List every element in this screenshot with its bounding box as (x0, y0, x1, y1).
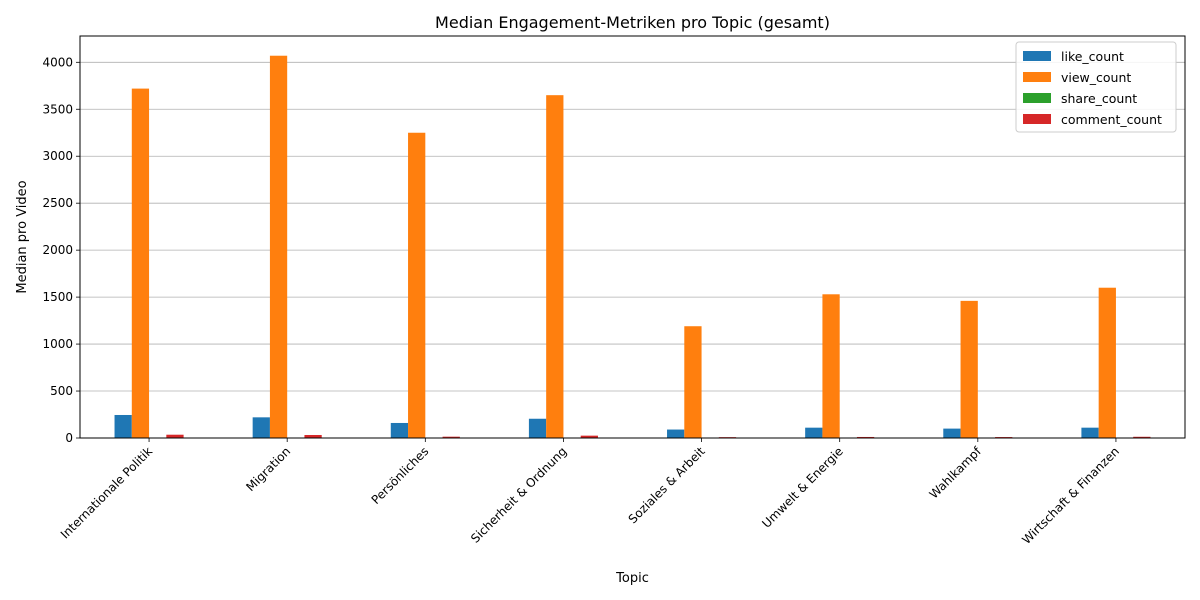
legend-swatch-share_count (1023, 93, 1051, 103)
y-tick-label: 3000 (42, 149, 73, 163)
bar-like_count (805, 427, 823, 438)
legend-swatch-like_count (1023, 51, 1051, 61)
bar-view_count (408, 132, 426, 439)
legend-label-comment_count: comment_count (1061, 112, 1162, 127)
bar-view_count (822, 294, 840, 438)
bar-view_count (960, 300, 978, 438)
bar-comment_count (166, 434, 184, 438)
y-tick-label: 4000 (42, 55, 73, 69)
bar-view_count (269, 55, 288, 438)
y-tick-label: 500 (50, 384, 73, 398)
x-tick-label: Sicherheit & Ordnung (468, 444, 569, 545)
legend-swatch-comment_count (1023, 114, 1051, 124)
x-tick-label: Soziales & Arbeit (626, 444, 708, 526)
y-tick-label: 0 (65, 431, 73, 445)
bar-like_count (252, 417, 270, 438)
bar-view_count (1098, 287, 1116, 438)
bar-comment_count (304, 434, 322, 438)
x-tick-label: Umwelt & Energie (759, 444, 845, 530)
legend: like_count view_count share_count comment_c… (1015, 41, 1177, 133)
x-axis-label: Topic (615, 571, 649, 586)
x-tick-label: Wahlkampf (927, 444, 985, 502)
axes: 0 500 1000 1500 2000 2500 3000 3500 4000 Internat… (42, 35, 1186, 547)
legend-box (1015, 41, 1177, 133)
x-tick-label: Persönliches (369, 444, 432, 507)
grid-lines (80, 61, 1185, 439)
y-tick-label: 1000 (42, 337, 73, 351)
bars (114, 55, 1151, 439)
legend-label-like_count: like_count (1061, 49, 1124, 64)
plot-frame (79, 35, 1186, 439)
bar-like_count (667, 429, 685, 438)
bar-comment_count (580, 435, 598, 438)
bar-comment_count (442, 436, 460, 438)
y-tick-label: 1500 (42, 290, 73, 304)
bar-like_count (528, 418, 547, 438)
legend-swatch-view_count (1023, 72, 1051, 82)
x-tick-label: Internationale Politik (58, 444, 155, 541)
legend-label-share_count: share_count (1061, 91, 1137, 106)
bar-view_count (546, 95, 564, 438)
bar-comment_count (856, 436, 875, 438)
y-axis-label: Median pro Video (15, 180, 30, 293)
bar-comment_count (1133, 436, 1151, 438)
bar-like_count (1081, 427, 1099, 438)
y-tick-label: 2000 (42, 243, 73, 257)
y-tick-label: 3500 (42, 102, 73, 116)
x-tick-label: Migration (243, 444, 293, 494)
bar-view_count (131, 88, 150, 438)
x-tick-label: Wirtschaft & Finanzen (1019, 444, 1122, 547)
y-tick-label: 2500 (42, 196, 73, 210)
chart-title: Median Engagement-Metriken pro Topic (ge… (435, 13, 830, 32)
bar-like_count (943, 428, 961, 438)
bar-like_count (390, 422, 409, 438)
legend-label-view_count: view_count (1061, 70, 1131, 85)
bar-view_count (684, 326, 702, 438)
bar-like_count (114, 414, 132, 438)
